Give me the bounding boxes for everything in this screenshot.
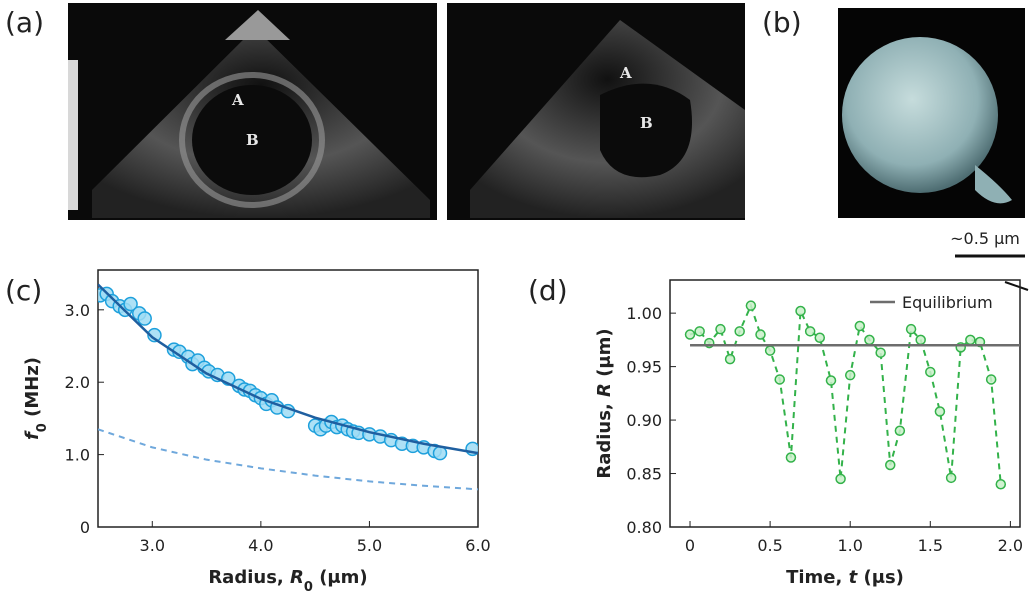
y-tick-label: 1.00 <box>626 304 662 323</box>
image-label: B <box>246 131 259 149</box>
data-point <box>147 327 162 343</box>
axis-label: Radius, R0 (μm) <box>208 567 367 595</box>
axis-label-part: Radius, <box>594 397 615 479</box>
y-tick-label: 3.0 <box>65 301 90 320</box>
axis-label-part: R <box>290 567 304 588</box>
data-point <box>995 478 1007 490</box>
axis-label-part: t <box>849 567 859 588</box>
axis-label-part: (MHz) <box>22 357 43 423</box>
plot-area <box>684 300 1020 490</box>
plot-frame <box>669 279 1021 528</box>
data-point <box>854 320 866 332</box>
micrograph <box>838 8 1025 218</box>
legend-label: Equilibrium <box>902 293 993 312</box>
plot-area <box>98 283 478 491</box>
y-tick-label: 0.85 <box>626 465 662 484</box>
data-point <box>985 374 997 385</box>
data-point <box>864 334 875 346</box>
x-tick-label: 1.5 <box>918 536 943 555</box>
axis-label-part: 0 <box>304 580 313 595</box>
axis-label-part: Time, <box>786 567 849 588</box>
y-tick-label: 1.0 <box>65 446 90 465</box>
data-point <box>745 300 757 311</box>
data-point <box>875 347 886 358</box>
axis-label: f0 (MHz) <box>22 357 50 440</box>
data-point <box>724 353 736 365</box>
series-line <box>98 283 478 455</box>
data-point <box>715 323 726 335</box>
y-tick-label: 0.80 <box>626 518 662 537</box>
data-point <box>804 326 816 337</box>
data-point <box>894 425 906 437</box>
data-point <box>755 329 766 340</box>
panel-label: (d) <box>528 274 568 307</box>
x-tick-label: 5.0 <box>357 536 382 555</box>
panel-label: (a) <box>5 6 44 39</box>
image-label: A <box>231 91 244 109</box>
data-point <box>915 334 926 346</box>
series-line <box>98 428 478 491</box>
data-point <box>684 329 696 340</box>
data-point <box>825 375 837 386</box>
x-tick-label: 4.0 <box>248 536 273 555</box>
data-point <box>694 326 705 337</box>
data-point <box>934 406 946 417</box>
axis-label-part: (μs) <box>857 567 904 588</box>
panel-label: (b) <box>762 6 802 39</box>
x-tick-label: 1.0 <box>837 536 862 555</box>
data-point <box>814 332 826 343</box>
data-point <box>965 334 976 346</box>
data-point <box>925 366 936 378</box>
y-tick-label: 0 <box>80 518 90 537</box>
data-point <box>734 326 745 337</box>
ultrasound-image <box>68 3 437 220</box>
axis-label-part: f <box>22 430 43 440</box>
data-point <box>844 369 856 381</box>
x-tick-label: 3.0 <box>140 536 165 555</box>
data-point <box>835 473 846 485</box>
axis-label-part: (μm) <box>313 567 368 588</box>
data-point <box>905 323 917 335</box>
data-point <box>945 472 957 484</box>
x-tick-label: 0 <box>685 536 695 555</box>
image-label: B <box>640 114 653 132</box>
data-point <box>785 452 797 463</box>
data-point <box>795 305 806 317</box>
y-tick-label: 0.95 <box>626 358 662 377</box>
data-point <box>885 459 896 471</box>
y-tick-label: 0.90 <box>626 411 662 430</box>
data-point <box>137 311 152 326</box>
data-point <box>123 296 138 312</box>
y-tick-label: 2.0 <box>65 373 90 392</box>
ultrasound-image <box>447 3 745 220</box>
panel-label: (c) <box>5 274 42 307</box>
axis-label-part: Radius, <box>208 567 290 588</box>
x-tick-label: 0.5 <box>757 536 782 555</box>
x-tick-label: 2.0 <box>998 536 1023 555</box>
axis-label: Radius, R (μm) <box>594 328 615 478</box>
axis-label-part: 0 <box>35 423 50 432</box>
decoration <box>1004 281 1029 291</box>
scale-bar-label: ~0.5 μm <box>950 229 1020 248</box>
plot-frame <box>97 269 479 528</box>
axis-label-part: R <box>594 383 615 397</box>
data-point <box>764 345 776 356</box>
x-tick-label: 6.0 <box>465 536 490 555</box>
image-label: A <box>619 64 632 82</box>
axis-label-part: (μm) <box>594 328 615 383</box>
data-point <box>774 374 785 385</box>
axis-label: Time, t (μs) <box>786 567 904 588</box>
